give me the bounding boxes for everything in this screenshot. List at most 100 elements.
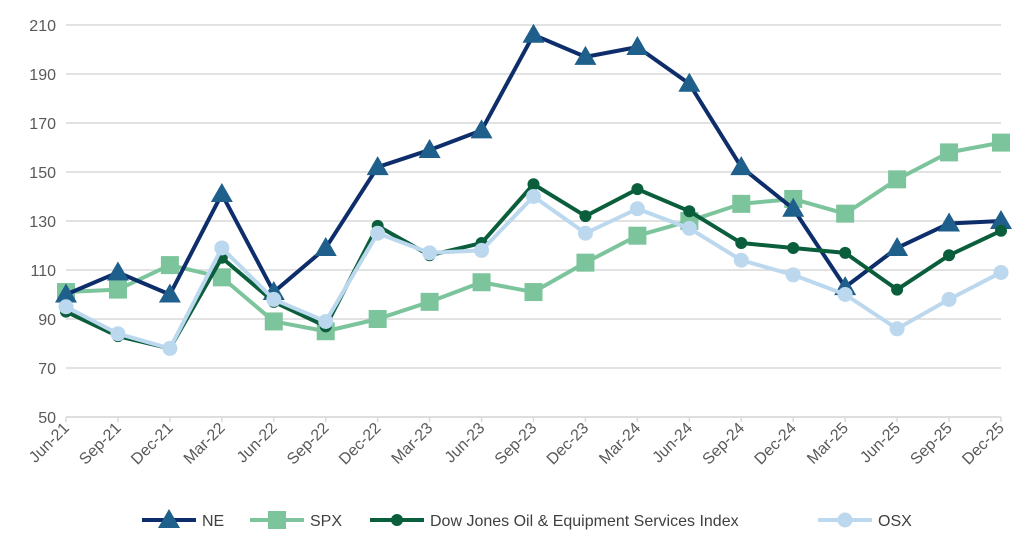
data-point: [366, 156, 389, 176]
data-point: [422, 245, 438, 261]
series-line: [65, 182, 1002, 351]
x-tick-label: Mar-25: [804, 420, 852, 468]
data-point: [526, 189, 541, 204]
data-point: [886, 236, 909, 256]
x-tick-label: Sep-23: [492, 420, 541, 469]
y-tick-label: 50: [38, 410, 56, 427]
legend-marker: [837, 512, 853, 528]
data-point: [628, 226, 647, 245]
data-point: [943, 249, 956, 262]
y-tick-label: 70: [38, 361, 56, 378]
data-point: [631, 183, 644, 196]
legend: NE SPX Dow Jones Oil & Equipment Services …: [142, 509, 912, 530]
x-tick-label: Sep-21: [76, 420, 125, 469]
data-point: [210, 183, 233, 203]
data-point: [579, 210, 592, 223]
data-point: [730, 156, 753, 176]
data-point: [527, 178, 540, 191]
y-tick-label: 130: [29, 214, 56, 231]
data-point: [314, 236, 337, 256]
legend-marker: [158, 509, 180, 528]
data-point: [837, 287, 853, 302]
x-tick-label: Mar-23: [389, 420, 437, 468]
x-tick-label: Jun-24: [650, 420, 697, 467]
data-point: [418, 138, 441, 158]
data-point: [683, 205, 696, 218]
x-tick-label: Dec-24: [752, 420, 801, 469]
data-point: [678, 72, 701, 92]
x-tick-label: Sep-24: [700, 420, 749, 469]
data-point: [162, 340, 178, 356]
data-point: [735, 237, 748, 250]
data-point: [110, 326, 126, 342]
data-point: [318, 313, 334, 329]
data-point: [891, 283, 904, 296]
data-point: [58, 299, 74, 315]
data-point: [576, 253, 595, 272]
data-point: [370, 225, 386, 241]
x-tick-label: Sep-22: [284, 420, 333, 469]
data-point: [839, 246, 852, 259]
data-point: [420, 292, 439, 311]
y-axis-ticks: 50 70 90 110 130 150 170 190 210: [29, 18, 56, 427]
legend-item: SPX: [250, 511, 342, 530]
legend-label: Dow Jones Oil & Equipment Services Index: [430, 513, 739, 530]
data-point: [368, 310, 387, 328]
data-point: [106, 261, 129, 281]
data-point: [474, 242, 490, 258]
legend-marker: [391, 514, 403, 526]
data-point: [214, 240, 230, 256]
data-point: [995, 224, 1007, 237]
legend-item: NE: [142, 509, 224, 530]
data-point: [264, 312, 283, 331]
y-tick-label: 150: [29, 165, 56, 182]
data-point: [836, 204, 855, 223]
series-dow-jones-oil-equipment-services-index: [60, 178, 1007, 355]
legend-marker: [268, 511, 286, 529]
data-point: [212, 268, 231, 287]
x-tick-label: Mar-24: [596, 420, 644, 468]
data-point: [626, 36, 649, 56]
y-tick-label: 90: [38, 312, 56, 329]
y-tick-label: 110: [30, 263, 56, 280]
series-osx: [58, 189, 1009, 356]
y-tick-label: 170: [29, 116, 56, 133]
data-point: [266, 291, 282, 307]
data-point: [574, 45, 597, 65]
legend-label: OSX: [878, 513, 912, 530]
data-point: [990, 210, 1012, 229]
x-axis-ticks: Jun-21 Sep-21 Dec-21 Mar-22 Jun-22 Sep-22 Dec-…: [26, 420, 1008, 469]
data-point: [785, 267, 801, 283]
x-tick-label: Dec-22: [336, 420, 385, 469]
data-point: [629, 201, 645, 217]
data-point: [158, 283, 181, 303]
data-point: [889, 321, 905, 337]
data-point: [941, 291, 957, 307]
data-point: [160, 256, 179, 275]
data-point: [782, 197, 805, 217]
data-point: [470, 119, 493, 139]
data-point: [938, 212, 961, 232]
legend-label: SPX: [310, 513, 342, 530]
data-point: [524, 283, 543, 302]
data-point: [733, 252, 749, 268]
x-tick-label: Jun-25: [857, 420, 904, 467]
legend-item: Dow Jones Oil & Equipment Services Index: [370, 513, 739, 530]
x-tick-label: Sep-25: [907, 420, 956, 469]
data-point: [108, 280, 127, 299]
x-tick-label: Jun-22: [234, 420, 281, 467]
data-point: [888, 170, 907, 189]
data-point: [993, 264, 1009, 280]
data-point: [522, 23, 545, 43]
data-point: [992, 133, 1010, 152]
data-point: [940, 143, 959, 162]
series-group: [55, 23, 1012, 356]
x-tick-label: Dec-25: [959, 420, 1008, 469]
data-point: [787, 241, 800, 254]
legend-item: OSX: [818, 512, 912, 530]
x-tick-label: Jun-23: [442, 420, 489, 467]
series-ne: [55, 23, 1012, 303]
data-point: [472, 273, 491, 292]
x-tick-label: Dec-23: [544, 420, 593, 469]
